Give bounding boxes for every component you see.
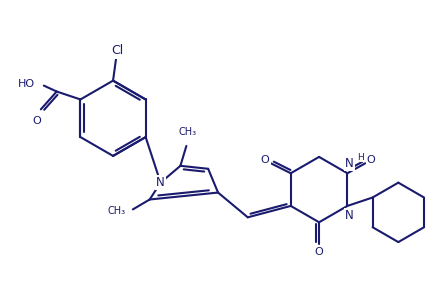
Text: Cl: Cl bbox=[111, 45, 123, 57]
Text: CH₃: CH₃ bbox=[178, 127, 196, 137]
Text: HO: HO bbox=[18, 79, 35, 88]
Text: O: O bbox=[260, 155, 269, 165]
Text: H: H bbox=[357, 153, 364, 162]
Text: O: O bbox=[315, 247, 323, 257]
Text: N: N bbox=[345, 209, 354, 222]
Text: N: N bbox=[345, 157, 354, 170]
Text: CH₃: CH₃ bbox=[108, 206, 126, 216]
Text: N: N bbox=[156, 176, 165, 189]
Text: O: O bbox=[33, 116, 41, 126]
Text: O: O bbox=[367, 155, 376, 165]
